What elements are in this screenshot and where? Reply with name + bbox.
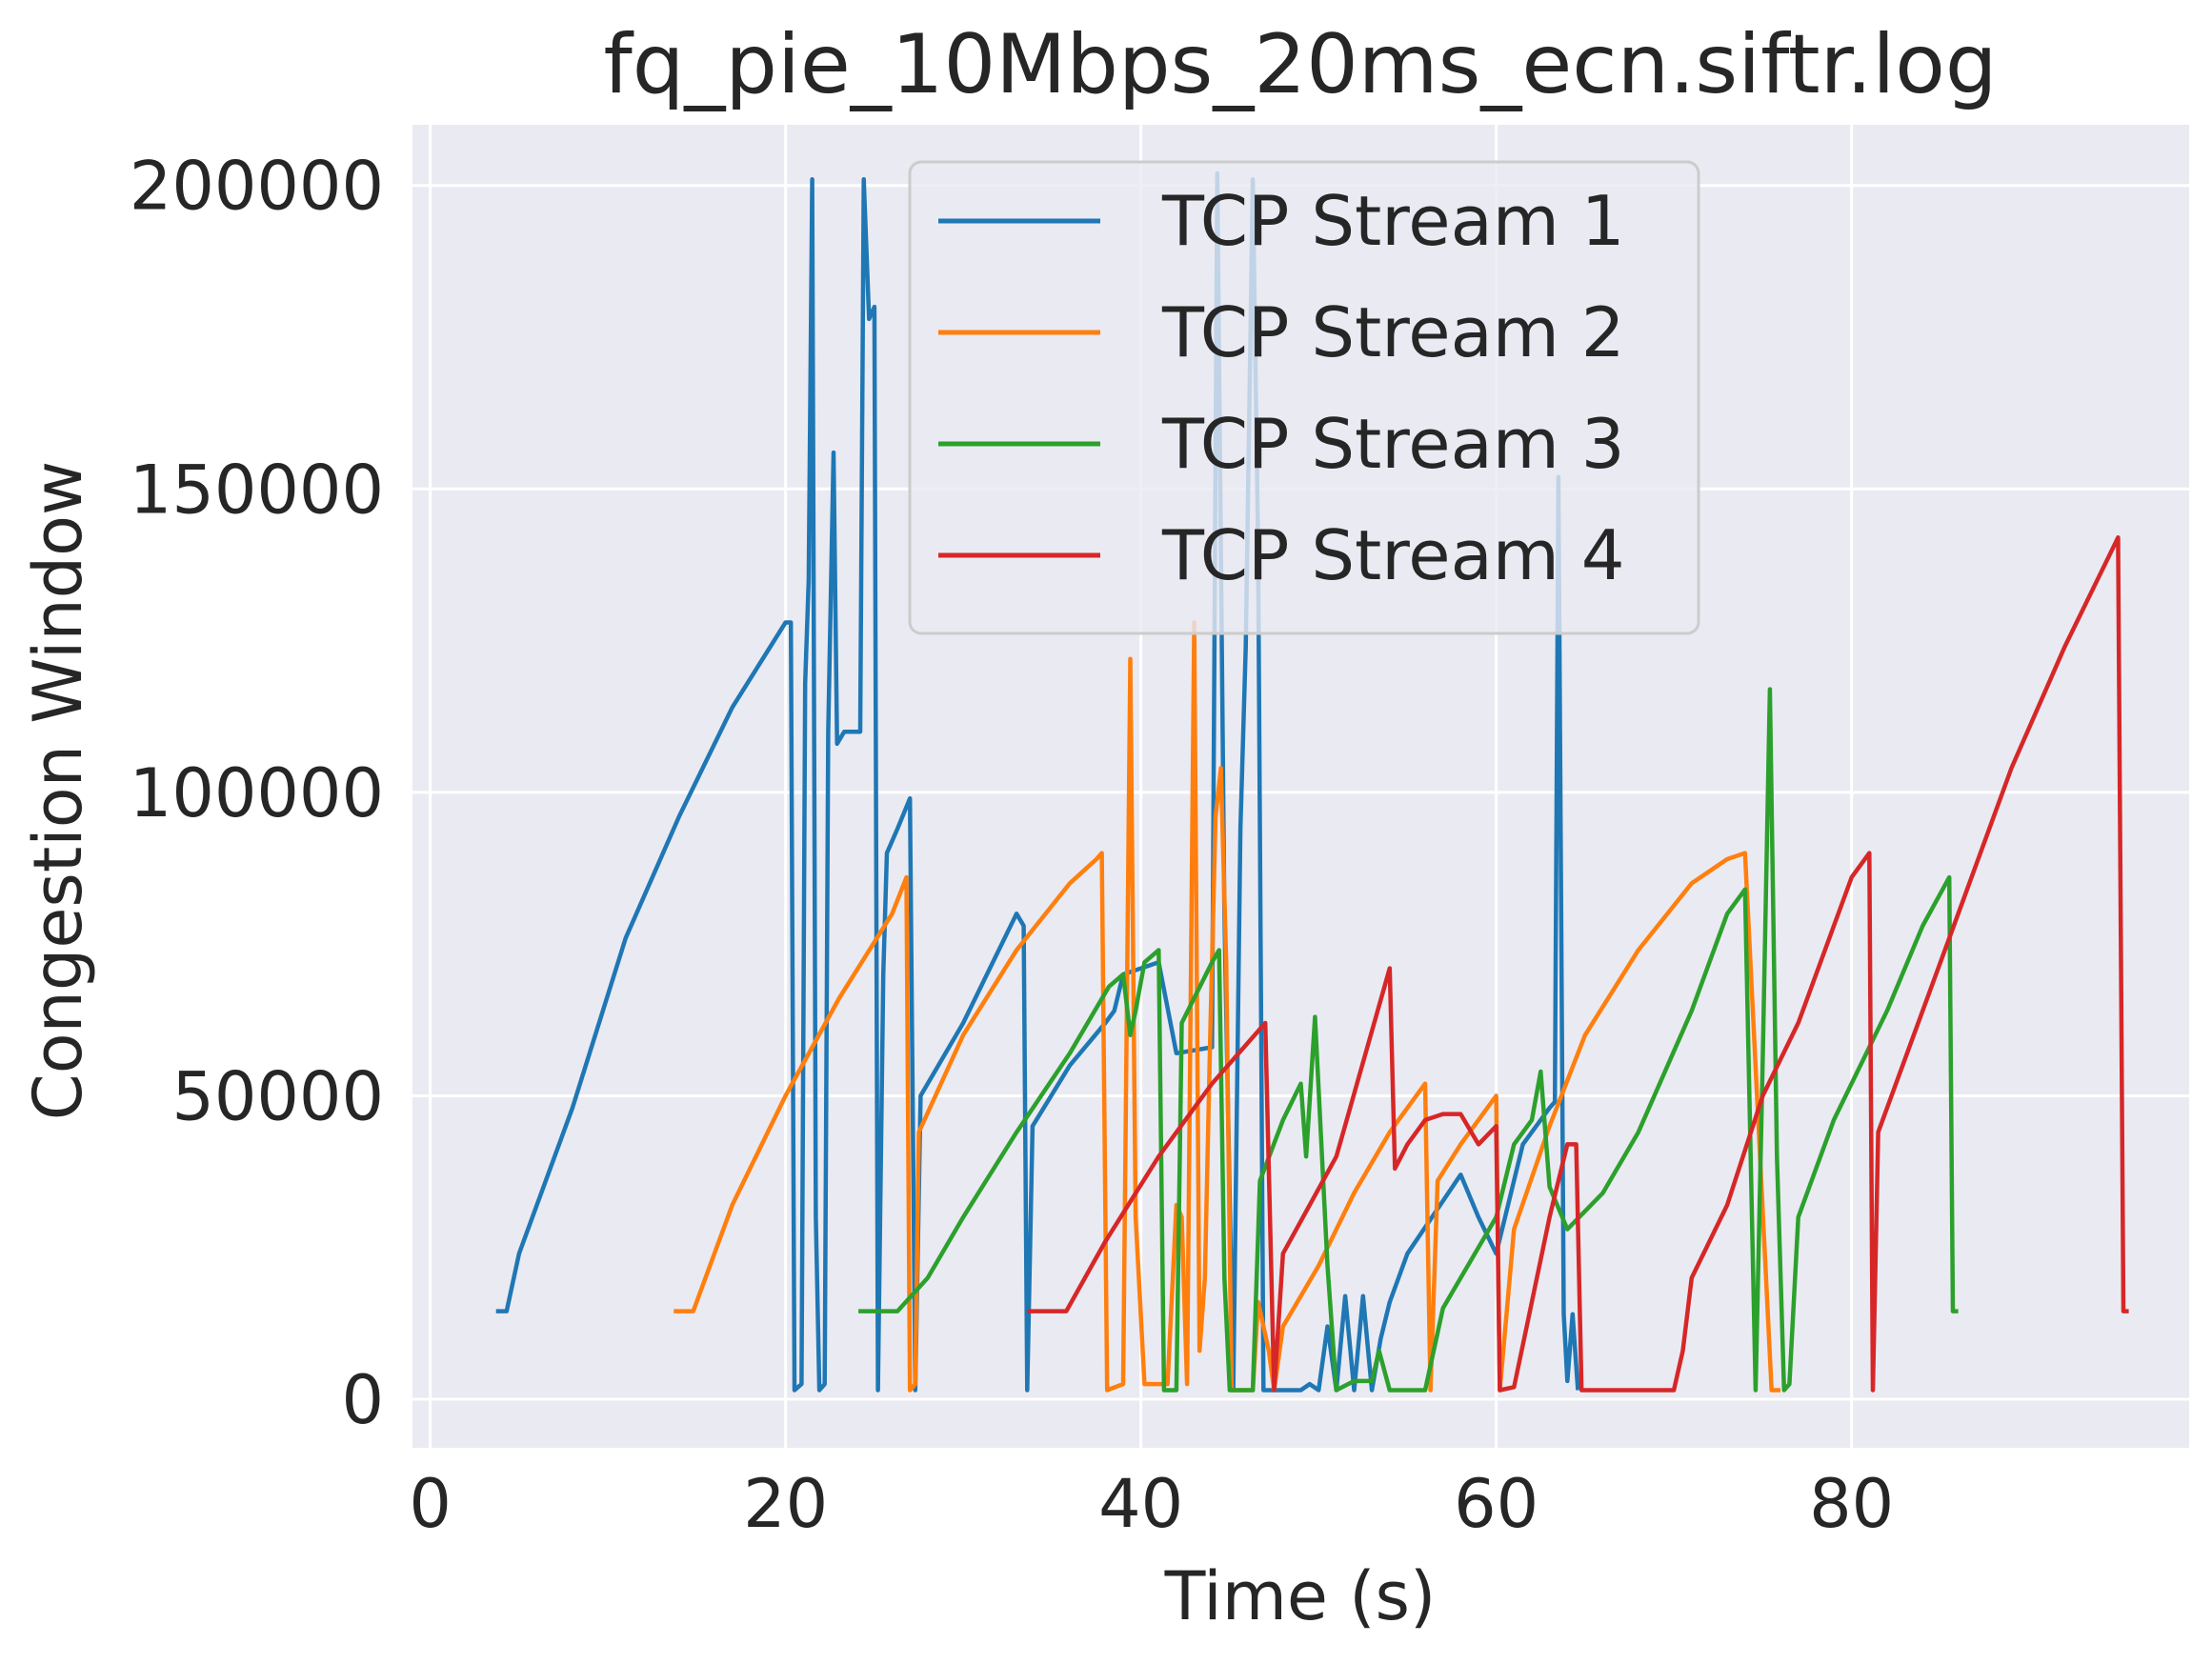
- x-tick-label: 0: [409, 1465, 452, 1543]
- series-line-tcp-stream-4: [1027, 535, 2129, 1393]
- legend: TCP Stream 1 TCP Stream 2 TCP Stream 3 TCP …: [908, 160, 1700, 635]
- y-tick-label: 150000: [130, 451, 384, 529]
- x-tick-label: 20: [743, 1465, 828, 1543]
- x-tick-label: 80: [1809, 1465, 1894, 1543]
- x-tick-label: 60: [1454, 1465, 1538, 1543]
- y-axis-ticks: 0 50000 100000 150000 200000: [130, 148, 384, 1439]
- y-axis-label: Congestion Window: [19, 461, 97, 1120]
- legend-label: TCP Stream 1: [1161, 181, 1625, 261]
- legend-box: [908, 160, 1700, 635]
- y-tick-label: 200000: [130, 148, 384, 226]
- x-axis-ticks: 0 20 40 60 80: [409, 1465, 1894, 1543]
- x-axis-label: Time (s): [1164, 1557, 1437, 1635]
- series-line-tcp-stream-1: [495, 170, 1580, 1393]
- legend-label: TCP Stream 3: [1161, 404, 1625, 484]
- chart-title: fq_pie_10Mbps_20ms_ecn.siftr.log: [603, 17, 1997, 112]
- series-line-tcp-stream-3: [858, 687, 1959, 1393]
- x-tick-label: 40: [1098, 1465, 1183, 1543]
- y-tick-label: 0: [341, 1361, 384, 1439]
- legend-label: TCP Stream 4: [1161, 515, 1625, 595]
- y-tick-label: 100000: [130, 754, 384, 832]
- y-tick-label: 50000: [171, 1057, 384, 1135]
- series-lines: [495, 170, 2129, 1393]
- legend-label: TCP Stream 2: [1161, 292, 1625, 372]
